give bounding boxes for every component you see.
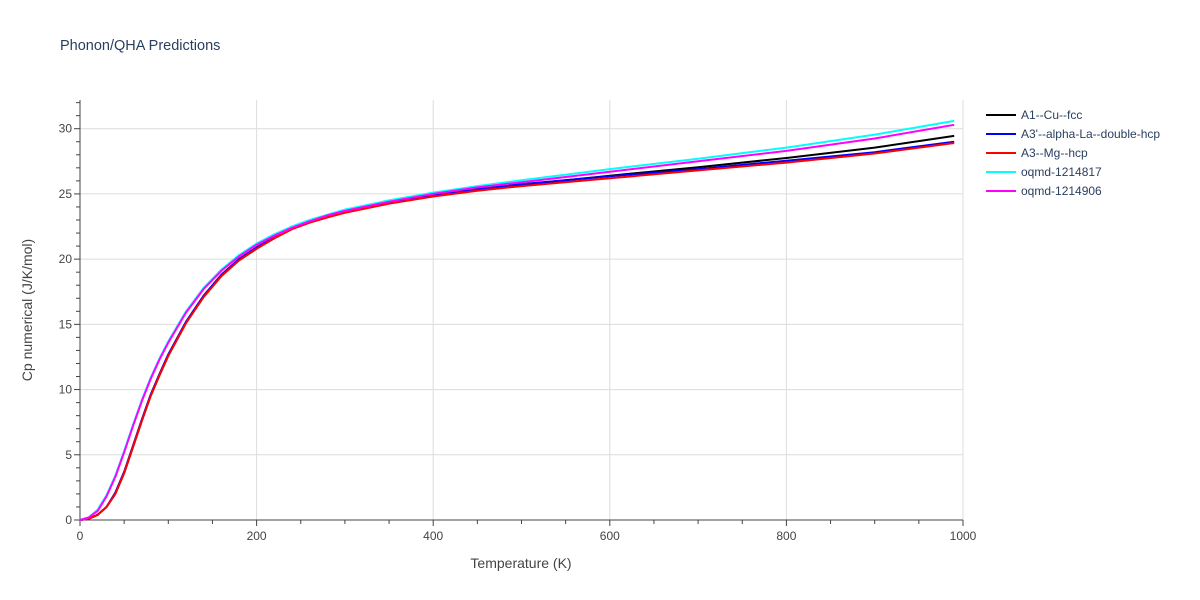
series-lines [79,119,955,521]
y-tick-label: 25 [59,187,73,201]
y-tick-label: 20 [59,252,73,266]
legend-label: oqmd-1214906 [1021,184,1102,198]
x-tick-label: 400 [423,529,443,543]
series-line-4 [79,123,955,521]
y-axis-ticks: 0 5 10 15 20 25 30 [59,122,73,527]
series-line-1 [79,140,955,521]
chart-title: Phonon/QHA Predictions [60,38,220,54]
x-tick-label: 600 [600,529,620,543]
series-line-2 [79,142,955,521]
x-axis-ticks: 0 200 400 600 800 1000 [77,529,977,543]
legend-label: A3'--alpha-La--double-hcp [1021,127,1160,141]
grid-lines [80,100,964,520]
legend-label: oqmd-1214817 [1021,165,1102,179]
x-tick-label: 200 [247,529,267,543]
y-tick-label: 10 [59,383,73,397]
series-line-3 [79,119,955,521]
x-axis-title: Temperature (K) [470,555,571,571]
y-tick-label: 30 [59,122,73,136]
y-axis-title: Cp numerical (J/K/mol) [19,239,35,381]
legend-label: A1--Cu--fcc [1021,108,1082,122]
legend-label: A3--Mg--hcp [1021,146,1088,160]
axes [74,100,964,526]
y-tick-label: 5 [65,448,72,462]
y-tick-label: 15 [59,317,73,331]
x-tick-label: 800 [776,529,796,543]
y-tick-label: 0 [65,513,72,527]
legend: A1--Cu--fcc A3'--alpha-La--double-hcp A3--… [986,108,1160,198]
x-tick-label: 0 [77,529,84,543]
x-tick-label: 1000 [950,529,977,543]
